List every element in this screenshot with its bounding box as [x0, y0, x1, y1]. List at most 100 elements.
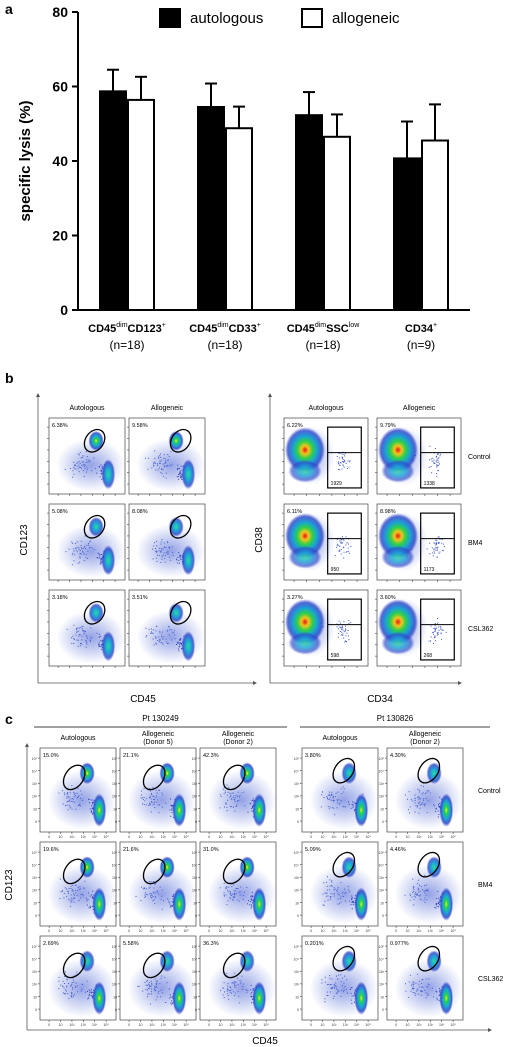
event-dot [413, 889, 415, 891]
event-dot [352, 904, 354, 906]
event-dot [159, 886, 161, 888]
event-dot [162, 638, 164, 640]
event-dot [70, 991, 72, 993]
event-dot [343, 982, 345, 984]
event-dot [425, 978, 427, 980]
c-row-label: CSL362 [478, 976, 503, 983]
c-x-tick-label: 0 [310, 1023, 312, 1027]
event-dot [70, 894, 72, 896]
event-dot [72, 799, 74, 801]
event-dot [161, 556, 163, 558]
event-dot [78, 630, 79, 632]
event-dot [64, 971, 66, 973]
event-dot [337, 974, 339, 976]
c-y-tick-label: 10 [33, 807, 37, 811]
event-dot [345, 635, 347, 637]
panel-label-a: a [5, 1, 13, 17]
c-y-tick-label: 10² [192, 795, 198, 799]
event-dot [90, 811, 92, 813]
event-dot [438, 542, 440, 544]
event-dot [351, 908, 353, 910]
event-dot [150, 801, 152, 803]
event-dot [442, 543, 444, 545]
event-dot [66, 804, 68, 806]
c-y-tick-label: 10⁵ [379, 945, 385, 949]
event-dot [235, 888, 237, 889]
c-y-tick-label: 10 [193, 995, 197, 999]
c-y-tick-label: 10 [33, 995, 37, 999]
gate-percentage: 6.38% [52, 423, 68, 429]
event-dot [333, 887, 335, 889]
event-dot [417, 889, 419, 891]
event-dot [429, 542, 431, 544]
event-dot [160, 989, 162, 991]
event-dot [72, 798, 74, 799]
event-dot [72, 898, 74, 900]
event-dot [180, 465, 182, 467]
event-dot [438, 904, 440, 906]
event-dot [73, 550, 75, 552]
event-dot [350, 999, 352, 1001]
event-dot [418, 888, 420, 890]
event-dot [73, 796, 75, 798]
category-label: CD45dimCD33+ [189, 322, 261, 335]
event-dot [230, 898, 232, 900]
event-dot [229, 990, 231, 991]
event-dot [161, 547, 163, 549]
gate-ellipse [83, 600, 106, 625]
event-dot [149, 795, 151, 797]
event-dot [434, 906, 436, 908]
event-dot [90, 637, 92, 639]
event-dot [439, 990, 441, 992]
event-dot [342, 539, 344, 541]
event-dot [223, 883, 225, 884]
event-dot [144, 897, 146, 898]
event-dot [231, 989, 233, 991]
event-dot [144, 888, 146, 889]
c-x-tick-label: 10⁴ [252, 929, 258, 933]
event-dot [434, 637, 436, 639]
event-dot [156, 982, 158, 984]
event-dot [436, 904, 437, 906]
event-dot [162, 548, 164, 550]
event-dot [179, 555, 181, 557]
event-dot [171, 901, 173, 903]
event-dot [153, 803, 155, 805]
event-dot [59, 898, 61, 900]
event-dot [98, 646, 100, 648]
event-dot [329, 896, 331, 898]
event-dot [351, 995, 353, 997]
c-y-tick-label: 10⁴ [32, 770, 38, 774]
event-dot [420, 798, 422, 800]
event-dot [153, 644, 155, 646]
event-dot [424, 897, 426, 899]
event-dot [427, 994, 429, 996]
c-x-tick-label: 0 [128, 929, 130, 933]
event-dot [81, 983, 83, 985]
event-dot [436, 466, 438, 468]
event-dot [343, 557, 345, 559]
category-n-label: (n=9) [407, 338, 435, 352]
event-dot [249, 901, 251, 903]
event-dot [65, 805, 66, 807]
event-dot [433, 642, 434, 644]
event-dot [435, 460, 437, 462]
event-dot [160, 551, 162, 553]
event-dot [74, 792, 76, 794]
event-dot [439, 626, 441, 628]
c-x-tick-label: 10³ [343, 929, 349, 933]
event-dot [416, 990, 418, 992]
event-dot [421, 983, 423, 984]
event-dot [172, 552, 174, 554]
event-dot [177, 557, 179, 558]
event-dot [158, 789, 160, 791]
event-dot [155, 637, 157, 639]
event-dot [419, 791, 421, 793]
event-dot [232, 982, 234, 984]
event-dot [337, 462, 339, 464]
event-dot [327, 899, 329, 901]
event-dot [151, 632, 153, 634]
event-dot [343, 991, 344, 993]
event-dot [342, 634, 344, 636]
event-dot [423, 890, 425, 892]
